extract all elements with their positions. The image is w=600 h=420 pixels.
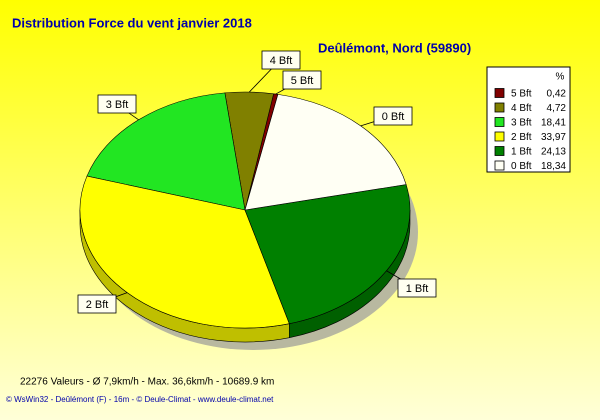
footer: 22276 Valeurs - Ø 7,9km/h - Max. 36,6km/… bbox=[20, 377, 274, 388]
callout-label: 3 Bft bbox=[106, 99, 129, 111]
callout-box bbox=[261, 50, 301, 70]
legend-swatch bbox=[494, 160, 505, 171]
legend-value: 33,97 bbox=[541, 132, 566, 143]
callout-label: 2 Bft bbox=[86, 299, 109, 311]
callout-label: 1 Bft bbox=[406, 283, 429, 295]
legend-swatch bbox=[494, 146, 505, 156]
legend-value: 0,42 bbox=[547, 89, 567, 100]
callout-box bbox=[373, 106, 413, 126]
legend-swatch bbox=[494, 88, 505, 98]
chart-title: Distribution Force du vent janvier 2018 bbox=[12, 15, 252, 30]
legend-label: 5 Bft bbox=[511, 89, 532, 100]
chart-subtitle: Deûlémont, Nord (59890) bbox=[318, 40, 471, 55]
legend-label: 3 Bft bbox=[511, 118, 532, 129]
legend-value: 24,13 bbox=[541, 147, 566, 158]
pie bbox=[79, 91, 418, 350]
legend-label: 4 Bft bbox=[511, 103, 532, 114]
legend-value: 18,41 bbox=[541, 118, 566, 129]
legend: % 5 Bft 0,42 4 Bft 4,72 3 Bft 18,41 2 Bft 33,97… bbox=[486, 66, 571, 173]
legend-label: 2 Bft bbox=[511, 132, 532, 143]
legend-value: 18,34 bbox=[541, 161, 566, 172]
pie-slice bbox=[79, 175, 290, 329]
legend-label: 1 Bft bbox=[511, 147, 532, 158]
callout-box bbox=[282, 70, 322, 90]
callout-label: 4 Bft bbox=[270, 55, 293, 67]
legend-value: 4,72 bbox=[547, 103, 567, 114]
callout-label: 5 Bft bbox=[291, 75, 314, 87]
pie-slice bbox=[86, 92, 246, 211]
callout-box bbox=[397, 278, 437, 298]
legend-swatch bbox=[494, 131, 505, 142]
legend-title: % bbox=[556, 72, 565, 83]
legend-swatch bbox=[494, 117, 505, 127]
legend-swatch bbox=[494, 102, 505, 113]
legend-label: 0 Bft bbox=[511, 161, 532, 172]
callout-box bbox=[97, 94, 137, 114]
pie-slice bbox=[244, 184, 411, 325]
credits: © WsWin32 - Deûlémont (F) - 16m - © Deul… bbox=[6, 395, 274, 404]
callout-box bbox=[77, 294, 117, 314]
callout-label: 0 Bft bbox=[382, 111, 405, 123]
